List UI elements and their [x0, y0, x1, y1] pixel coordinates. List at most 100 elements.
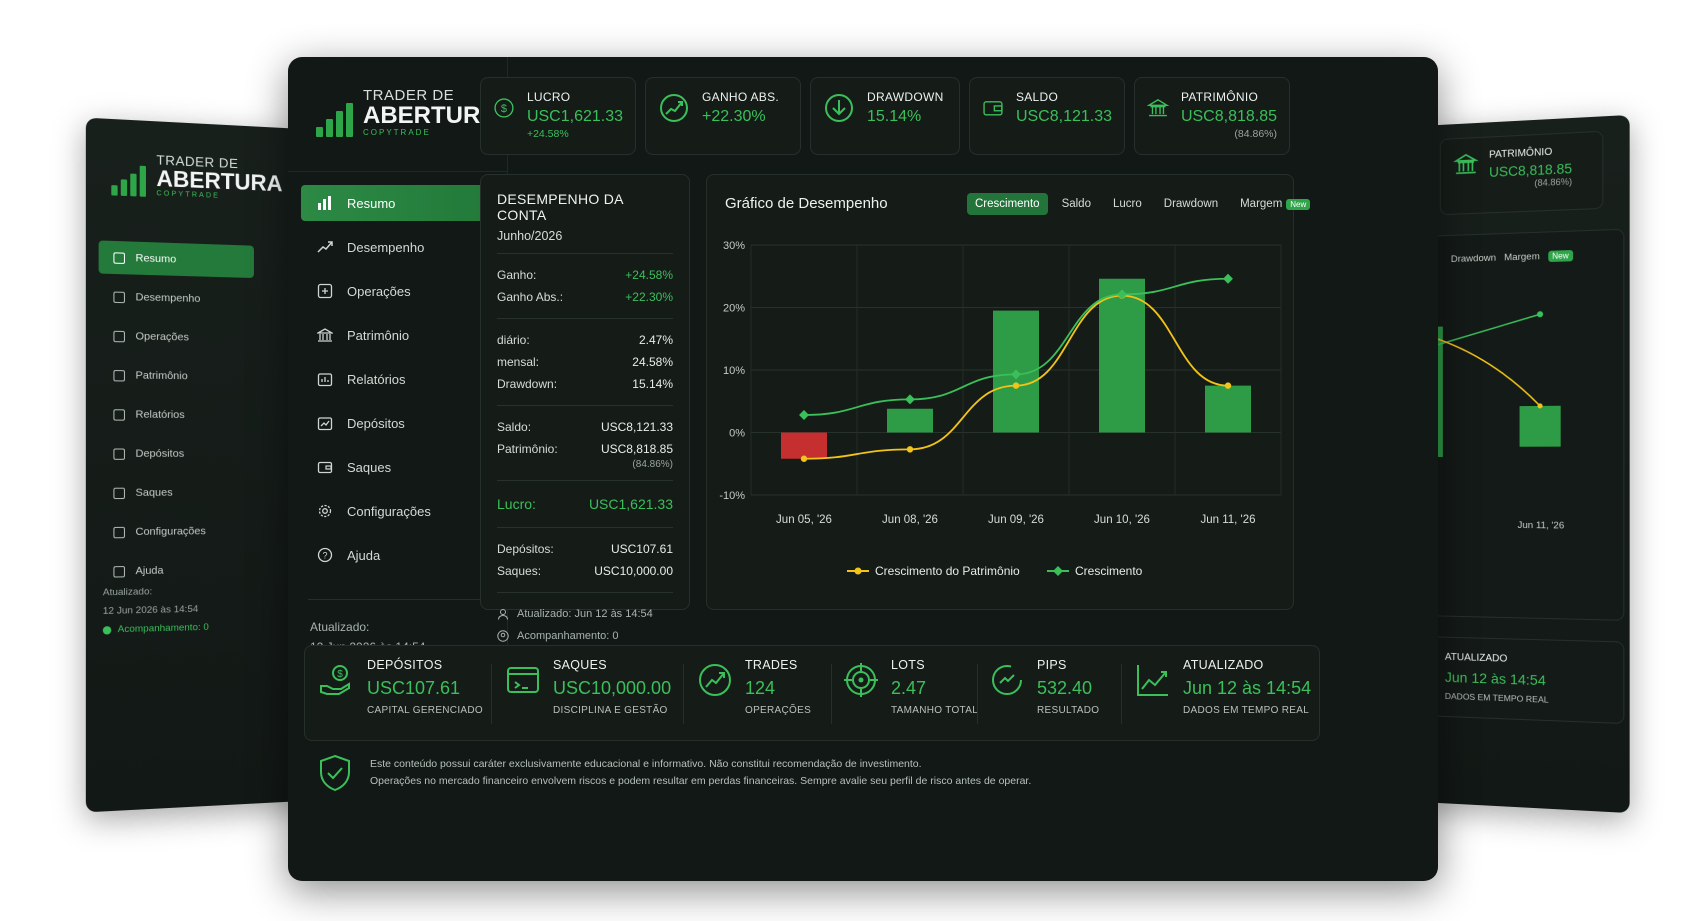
disclaimer-line1: Este conteúdo possui caráter exclusivame…: [370, 758, 922, 770]
gear-icon: [318, 504, 332, 518]
bottom-stat-label: TRADES: [745, 658, 798, 672]
bottom-stat-saques: SAQUES USC10,000.00 DISCIPLINA E GESTÃO: [505, 658, 671, 716]
bg-sidebar-item-desempenho[interactable]: Desempenho: [99, 280, 254, 317]
help-icon: [113, 565, 125, 578]
wallet-icon: [983, 101, 1003, 116]
bottom-divider: [977, 664, 978, 724]
daily-value: 2.47%: [638, 333, 673, 347]
bottom-divider: [831, 664, 832, 724]
deposits-row: Depósitos: USC107.61: [497, 538, 673, 560]
sidebar-item-desempenho[interactable]: Desempenho: [301, 229, 484, 265]
sidebar-item-relatorios[interactable]: Relatórios: [301, 361, 484, 397]
bottom-stat-value: USC107.61: [367, 678, 461, 698]
series-point: [1224, 382, 1232, 389]
dollar-icon: $: [494, 98, 514, 118]
stat-label: GANHO ABS.: [702, 90, 780, 104]
pips-icon: [992, 665, 1022, 695]
bg-sidebar-item-configuracoes[interactable]: Configurações: [99, 515, 254, 549]
tab-crescimento[interactable]: Crescimento: [967, 193, 1048, 215]
deposits-value: USC107.61: [610, 542, 673, 556]
bg-sidebar-item-relatorios[interactable]: Relatórios: [99, 398, 254, 432]
gain-abs-row: Ganho Abs.: +22.30%: [497, 286, 673, 308]
tab-lucro[interactable]: Lucro: [1112, 198, 1142, 210]
profit-label: Lucro:: [497, 496, 536, 512]
x-tick-label: Jun 11, '26: [1200, 514, 1255, 526]
tab-saldo[interactable]: Saldo: [1061, 198, 1091, 210]
bg-sidebar-label: Ajuda: [135, 564, 164, 578]
balance-label: Saldo:: [497, 420, 532, 434]
sidebar-divider: [288, 171, 508, 172]
bg-sidebar-item-depositos[interactable]: Depósitos: [99, 437, 254, 470]
stat-label: LUCRO: [526, 90, 571, 104]
brand-line1: TRADER DE: [363, 87, 455, 104]
shield-icon: [320, 754, 350, 792]
brand-line2: ABERTURA: [363, 102, 498, 129]
hand-money-icon: $: [320, 665, 350, 695]
account-performance-panel: DESEMPENHO DA CONTA Junho/2026 Ganho: +24…: [480, 174, 690, 642]
user-circle-icon: [497, 630, 509, 642]
divider: [497, 405, 673, 406]
account-title: DESEMPENHO DA CONTA: [497, 191, 624, 223]
equity-pct: (84.86%): [632, 459, 673, 470]
sidebar-item-label: Saques: [347, 459, 392, 475]
user-icon: [498, 609, 508, 620]
bg-sidebar-label: Desempenho: [135, 291, 201, 306]
logo-bars-icon: [316, 103, 353, 137]
sidebar-item-operacoes[interactable]: Operações: [301, 273, 484, 309]
stat-value: USC8,818.85: [1180, 108, 1277, 125]
tab-drawdown[interactable]: Drawdown: [1163, 198, 1219, 210]
bg-sidebar-label: Operações: [135, 330, 189, 344]
background-sidebar-nav: Resumo Desempenho Operações Patrimônio R…: [98, 240, 254, 594]
stat-card-ganho-abs: GANHO ABS. +22.30%: [645, 77, 801, 155]
gain-abs-value: +22.30%: [625, 290, 673, 304]
sidebar: TRADER DE ABERTURA COPYTRADE Resumo Dese…: [288, 57, 508, 697]
bottom-stat-value: 124: [745, 678, 776, 698]
sidebar-item-saques[interactable]: Saques: [301, 449, 484, 485]
bar-positive: [887, 408, 933, 433]
sidebar-item-resumo[interactable]: Resumo: [301, 185, 484, 221]
bottom-stat-atualizado: ATUALIZADO Jun 12 às 14:54 DADOS EM TEMPO …: [1135, 658, 1311, 716]
withdrawals-row: Saques: USC10,000.00: [497, 560, 673, 582]
divider: [497, 480, 673, 481]
series-point: [799, 410, 809, 420]
stat-sub: (84.86%): [1234, 128, 1277, 140]
monthly-label: mensal:: [497, 355, 540, 369]
tab-margem[interactable]: Margem New: [1232, 193, 1318, 215]
profit-value: USC1,621.33: [588, 496, 673, 512]
bg-point: [1537, 403, 1543, 409]
legend-marker: [854, 567, 862, 575]
bar-chart-icon: [318, 196, 331, 210]
sidebar-item-label: Configurações: [347, 503, 431, 519]
down-arrow-icon: [825, 94, 853, 122]
daily-row: diário: 2.47%: [497, 329, 673, 351]
bottom-divider: [1121, 664, 1122, 724]
target-icon: [844, 663, 878, 697]
bank-icon: [317, 328, 333, 342]
bottom-stat-sub: OPERAÇÕES: [745, 705, 812, 716]
gain-chart-icon: [660, 94, 688, 122]
bg-sidebar-item-saques[interactable]: Saques: [99, 476, 254, 509]
sidebar-item-configuracoes[interactable]: Configurações: [301, 493, 484, 529]
bottom-stat-label: SAQUES: [553, 658, 607, 672]
sidebar-item-depositos[interactable]: Depósitos: [301, 405, 484, 441]
divider: [497, 318, 673, 319]
bg-sidebar-item-patrimonio[interactable]: Patrimônio: [99, 358, 254, 393]
sidebar-item-label: Desempenho: [347, 239, 425, 255]
performance-chart-panel: Gráfico de Desempenho Crescimento Saldo …: [706, 174, 1311, 610]
account-updated-text: Atualizado: Jun 12 às 14:54: [517, 608, 653, 620]
bottom-stat-depositos: $ DEPÓSITOS USC107.61 CAPITAL GERENCIADO: [319, 658, 483, 716]
deposits-label: Depósitos:: [497, 542, 554, 556]
sidebar-item-patrimonio[interactable]: Patrimônio: [301, 317, 484, 353]
stat-card-drawdown: DRAWDOWN 15.14%: [810, 77, 960, 155]
sidebar-item-ajuda[interactable]: ? Ajuda: [301, 537, 484, 573]
chart-tabs: Crescimento Saldo Lucro Drawdown Margem N…: [967, 193, 1318, 215]
drawdown-row: Drawdown: 15.14%: [497, 373, 673, 395]
bg-chart-svg: [1430, 311, 1561, 457]
equity-label: Patrimônio:: [497, 442, 558, 456]
equity-pct-row: (84.86%): [497, 460, 673, 470]
bg-sidebar-item-resumo[interactable]: Resumo: [98, 240, 254, 279]
monthly-value: 24.58%: [632, 355, 673, 369]
trades-icon: [699, 664, 731, 696]
monthly-row: mensal: 24.58%: [497, 351, 673, 373]
bg-sidebar-item-operacoes[interactable]: Operações: [99, 319, 254, 355]
